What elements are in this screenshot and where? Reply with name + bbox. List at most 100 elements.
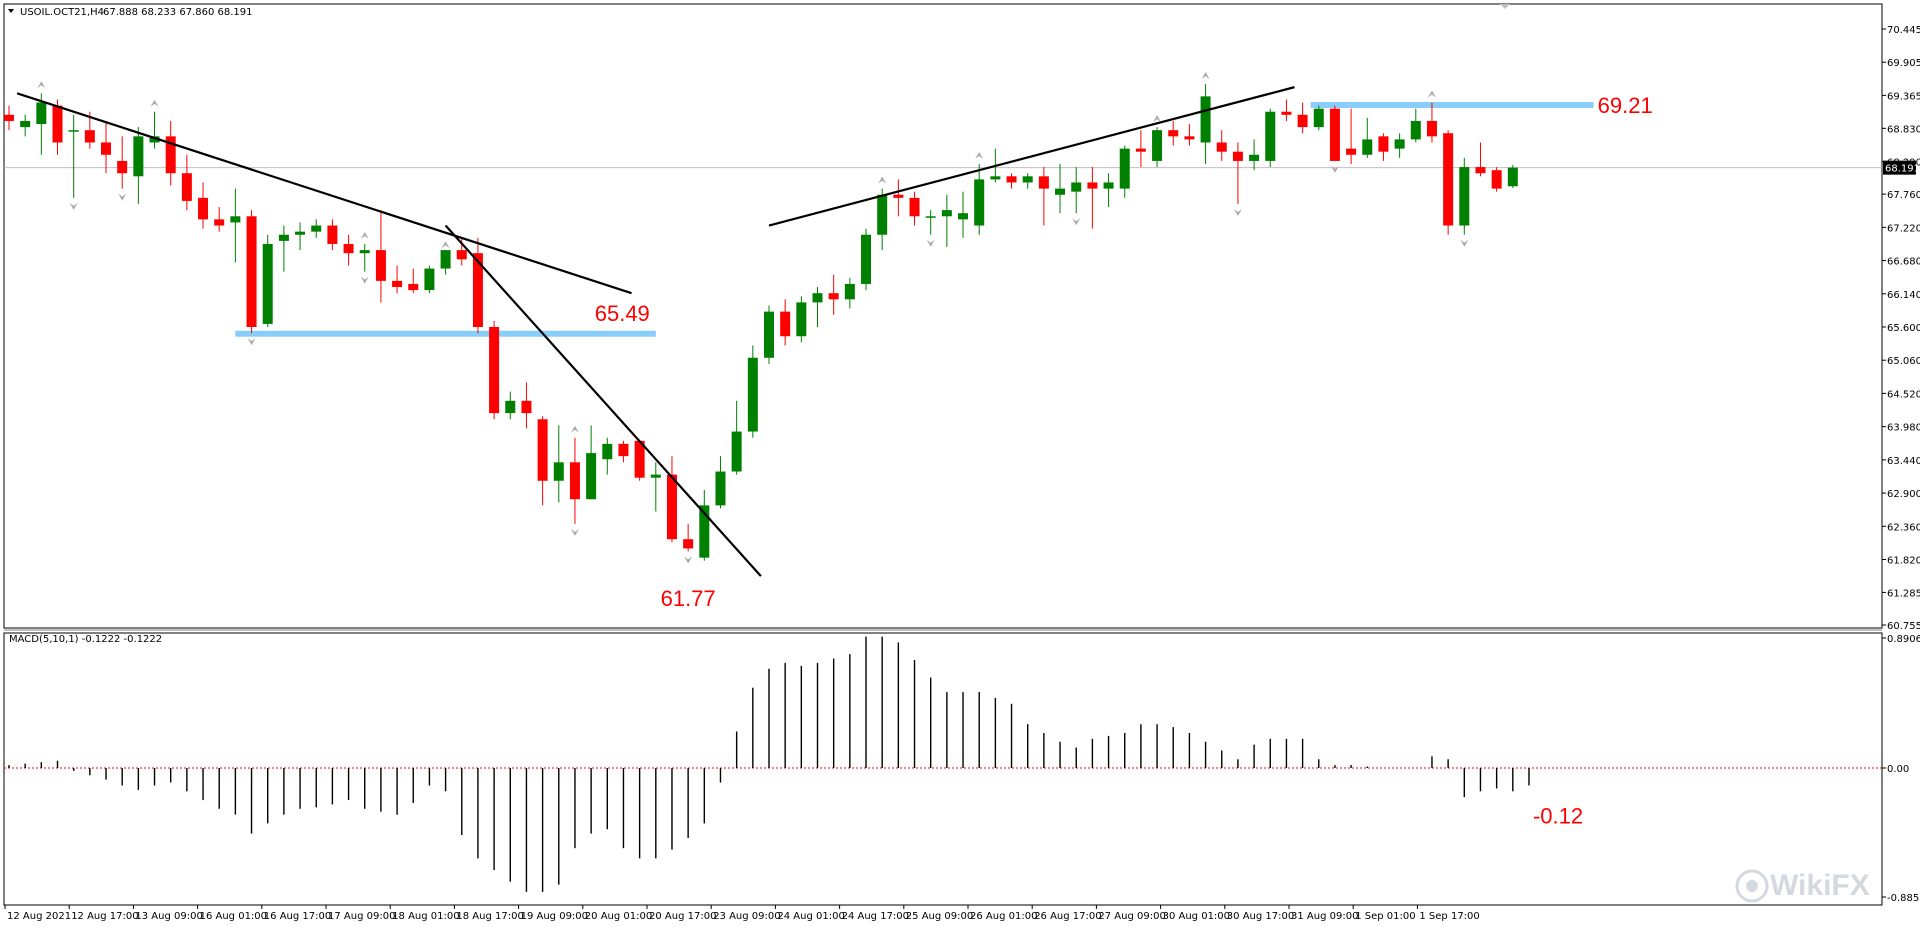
time-tick-label: 19 Aug 09:00: [521, 911, 588, 922]
trendline: [444, 224, 762, 577]
candle-body: [262, 243, 273, 324]
candle: [1200, 84, 1211, 165]
candle: [133, 127, 144, 204]
candle-body: [731, 431, 742, 472]
candle: [1265, 108, 1276, 168]
candle-body: [1152, 130, 1163, 161]
price-tick-label: 69.905: [1887, 58, 1920, 69]
price-tick-label: 66.680: [1887, 257, 1920, 268]
price-tick-label: 63.440: [1887, 456, 1920, 467]
candle-body: [84, 130, 95, 143]
candle: [925, 210, 936, 235]
candle-body: [586, 453, 597, 500]
candle: [1087, 167, 1098, 229]
time-tick-label: 20 Aug 01:00: [585, 911, 652, 922]
candle-body: [877, 194, 888, 235]
price-axis[interactable]: 70.44569.90569.36568.83068.29067.76067.2…: [1882, 25, 1920, 632]
candle-body: [359, 250, 370, 254]
candle-body: [1006, 176, 1017, 183]
candle: [602, 437, 613, 475]
time-tick-label: 24 Aug 01:00: [777, 911, 844, 922]
price-tick-label: 65.600: [1887, 323, 1920, 334]
trendlines: [16, 86, 1295, 577]
candle: [1297, 102, 1308, 134]
candle-body: [828, 293, 839, 300]
chart-frames: [3, 3, 1883, 906]
candle: [1216, 130, 1227, 161]
candle: [359, 243, 370, 272]
candle-body: [747, 357, 758, 432]
price-tick-label: 67.760: [1887, 190, 1920, 201]
candle: [1443, 130, 1454, 235]
candle: [586, 425, 597, 500]
candle-body: [165, 136, 176, 174]
candle: [214, 207, 225, 232]
fractal-down-icon: [69, 202, 78, 210]
time-tick-label: 24 Aug 17:00: [842, 911, 909, 922]
candle: [521, 382, 532, 429]
candle: [1394, 133, 1405, 158]
candle: [747, 345, 758, 438]
candle-body: [1184, 136, 1195, 140]
trendline: [768, 86, 1295, 227]
candle-body: [618, 443, 629, 457]
candle-body: [4, 114, 14, 121]
candle: [472, 237, 483, 334]
candle-body: [699, 505, 710, 558]
candle: [1491, 167, 1502, 192]
price-annotations: 65.49 69.21 61.77 -0.12: [595, 93, 1653, 829]
candle-body: [278, 234, 289, 241]
candle-body: [1443, 133, 1454, 226]
candle: [1378, 133, 1389, 161]
candle: [1507, 165, 1518, 188]
price-tick-label: 68.830: [1887, 124, 1920, 135]
fractal-down-icon: [570, 528, 579, 536]
fractal-down-icon: [247, 338, 256, 346]
candle-body: [1168, 130, 1179, 137]
candle: [537, 416, 548, 506]
shift-marker-icon: [1500, 4, 1510, 9]
price-tick-label: 61.820: [1887, 555, 1920, 566]
candle: [424, 265, 435, 294]
price-tick-label: 62.900: [1887, 489, 1920, 500]
fractal-up-icon: [360, 231, 369, 239]
candle-body: [1087, 182, 1098, 189]
candle: [844, 277, 855, 309]
candle: [1152, 127, 1163, 168]
candle-body: [763, 311, 774, 358]
candle-body: [1022, 176, 1033, 183]
price-tick-label: 61.285: [1887, 588, 1920, 599]
candle-body: [715, 471, 726, 506]
candle: [553, 425, 564, 503]
candle: [1346, 108, 1357, 165]
candle-body: [796, 302, 807, 337]
candle: [569, 437, 580, 524]
candle-body: [36, 102, 47, 125]
fractal-up-icon: [975, 152, 984, 160]
candle: [1022, 173, 1033, 189]
candle: [117, 136, 128, 189]
fractal-down-icon: [360, 276, 369, 284]
candle-body: [941, 210, 952, 217]
candle-body: [52, 105, 63, 143]
candle-body: [1055, 188, 1066, 195]
candle: [1184, 124, 1195, 146]
candle: [1249, 139, 1260, 171]
candle: [1459, 157, 1470, 235]
candle: [861, 228, 872, 291]
ohlc-label: 67.888 68.233 67.860 68.191: [103, 7, 253, 18]
candle-body: [1265, 111, 1276, 161]
candle-body: [1200, 96, 1211, 143]
fractal-markers: [37, 72, 1469, 564]
collapse-arrow-icon[interactable]: [8, 9, 14, 13]
candle-body: [392, 280, 403, 288]
candle: [20, 114, 31, 137]
candle: [1006, 173, 1017, 189]
price-tick-label: 69.365: [1887, 91, 1920, 102]
candle: [1232, 142, 1243, 204]
time-tick-label: 26 Aug 01:00: [970, 911, 1037, 922]
fractal-up-icon: [570, 425, 579, 433]
